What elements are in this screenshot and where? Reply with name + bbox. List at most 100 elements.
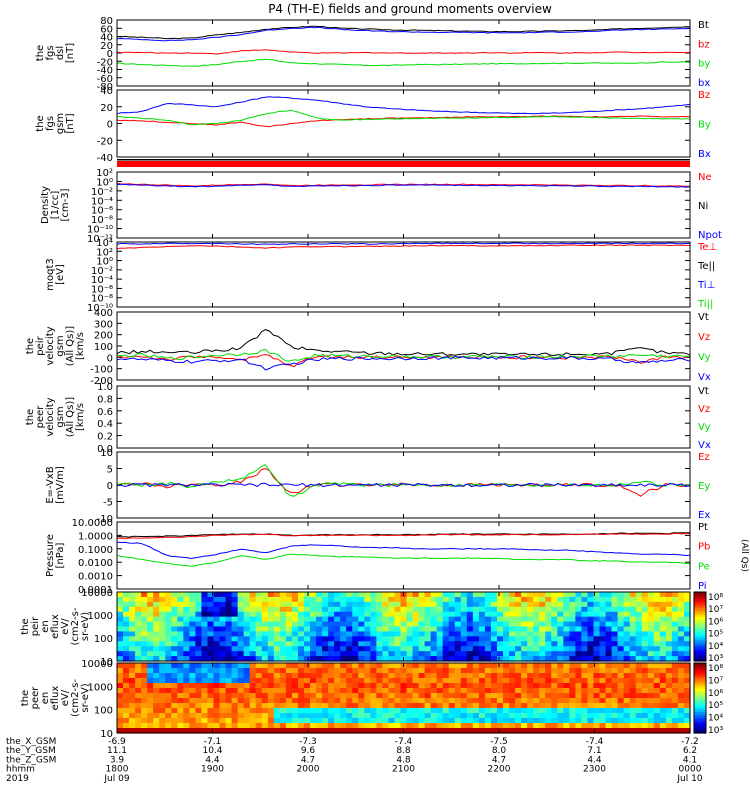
spectrogram-cell (484, 708, 492, 714)
spectrogram-cell (291, 651, 299, 657)
spectrogram-cell (509, 708, 516, 714)
spectrogram-cell (237, 683, 245, 689)
ytick-label: 10 (100, 729, 113, 740)
spectrogram-cell (581, 651, 589, 657)
spectrogram-cell (635, 728, 643, 734)
spectrogram-cell (225, 616, 233, 623)
spectrogram-cell (629, 708, 637, 714)
spectrogram-cell (231, 611, 239, 618)
spectrogram-cell (388, 646, 396, 652)
spectrogram-cell (509, 668, 516, 674)
panel-fgs_dsl: the fgs dsl [nT]806040200-20-40-60-80Btbzby… (35, 16, 710, 93)
spectrogram-cell (388, 728, 396, 734)
spectrogram-cell (123, 626, 130, 633)
colorbar-step (694, 681, 706, 685)
spectrogram-cell (647, 636, 655, 642)
spectrogram-cell (267, 646, 275, 652)
spectrogram-cell (261, 656, 269, 662)
spectrogram-cell (376, 616, 383, 623)
spectrogram-cell (521, 703, 528, 709)
spectrogram-cell (249, 616, 257, 623)
spectrogram-cell (255, 713, 263, 719)
spectrogram-cell (219, 631, 227, 637)
spectrogram-cell (273, 646, 281, 652)
ylabel-peer_velocity: gsm (55, 406, 66, 427)
spectrogram-cell (527, 606, 534, 613)
spectrogram-cell (430, 606, 438, 613)
spectrogram-cell (165, 673, 172, 679)
spectrogram-cell (201, 656, 209, 662)
spectrogram-cell (460, 651, 468, 657)
spectrogram-cell (267, 723, 275, 729)
spectrogram-cell (231, 663, 239, 669)
spectrogram-cell (509, 718, 516, 724)
spectrogram-cell (376, 668, 383, 674)
spectrogram-cell (382, 656, 390, 662)
spectrogram-cell (279, 708, 287, 714)
spectrogram-cell (659, 703, 667, 709)
series-line-Vt (116, 329, 691, 357)
spectrogram-cell (575, 728, 583, 734)
spectrogram-cell (153, 636, 160, 642)
ylabel-fgs_gsm: the (35, 115, 46, 131)
spectrogram-cell (394, 688, 402, 694)
spectrogram-cell (533, 601, 540, 608)
spectrogram-cell (165, 596, 172, 603)
ytick-label: 100 (94, 706, 113, 717)
spectrogram-cell (490, 646, 498, 652)
spectrogram-cell (346, 631, 353, 637)
spectrogram-cell (605, 728, 613, 734)
spectrogram-cell (611, 611, 619, 618)
spectrogram-cell (442, 698, 450, 704)
spectrogram-cell (243, 693, 251, 699)
spectrogram-cell (171, 703, 178, 709)
legend-Ni: Ni (698, 201, 708, 212)
spectrogram-cell (418, 673, 426, 679)
spectrogram-cell (563, 723, 570, 729)
spectrogram-cell (207, 616, 215, 623)
spectrogram-cell (364, 708, 371, 714)
spectrogram-cell (430, 636, 438, 642)
spectrogram-cell (484, 678, 492, 684)
series-line-Pe (116, 553, 691, 567)
spectrogram-cell (424, 668, 432, 674)
xaxis-value: 11.1 (107, 746, 127, 756)
spectrogram-cell (159, 678, 166, 684)
spectrogram-cell (388, 723, 396, 729)
spectrogram-cell (279, 703, 287, 709)
colorbar-step (694, 601, 706, 605)
spectrogram-cell (261, 718, 269, 724)
spectrogram-cell (129, 728, 136, 734)
colorbar-step (694, 665, 706, 669)
spectrogram-cell (183, 698, 190, 704)
chart-title: P4 (TH-E) fields and ground moments over… (268, 2, 552, 16)
spectrogram-cell (533, 631, 540, 637)
spectrogram-cell (484, 723, 492, 729)
spectrogram-cell (659, 606, 667, 613)
spectrogram-cell (406, 631, 414, 637)
spectrogram-cell (201, 601, 209, 608)
spectrogram-cell (346, 656, 353, 662)
spectrogram-cell (165, 636, 172, 642)
spectrogram-cell (647, 718, 655, 724)
spectrogram-cell (171, 611, 178, 618)
spectrogram-cell (201, 616, 209, 623)
spectrogram-cell (291, 601, 299, 608)
spectrogram-cell (231, 631, 239, 637)
spectrogram-cell (213, 611, 221, 618)
spectrogram-cell (243, 606, 251, 613)
spectrogram-cell (418, 611, 426, 618)
ylabel-density: [cm-3] (60, 188, 71, 221)
xaxis-value: -7.3 (299, 737, 317, 747)
spectrogram-cell (478, 596, 486, 603)
ytick-label: 10⁻⁶ (91, 206, 113, 217)
spectrogram-cell (563, 663, 570, 669)
spectrogram-cell (442, 636, 450, 642)
spectrogram-cell (141, 646, 148, 652)
legend-bx: bx (698, 78, 710, 89)
spectrogram-cell (551, 673, 558, 679)
spectrogram-cell (587, 606, 595, 613)
spectrogram-cell (527, 678, 534, 684)
spectrogram-cell (478, 641, 486, 647)
spectrogram-cell (581, 616, 589, 623)
